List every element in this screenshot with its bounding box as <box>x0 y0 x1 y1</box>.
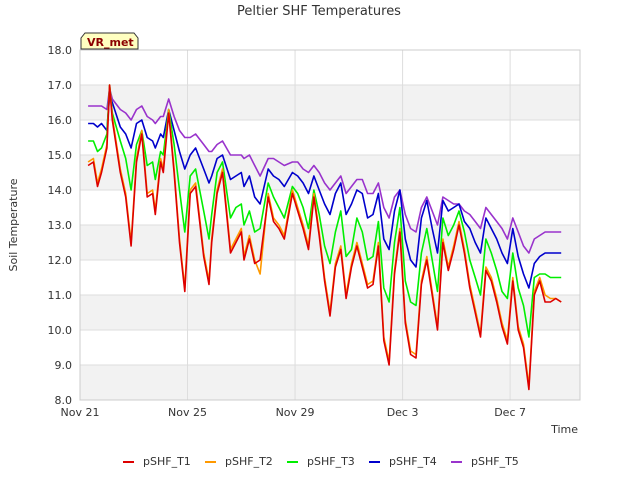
y-axis-ticks: 8.0 9.0 10.0 11.0 12.0 13.0 14.0 15.0 16.0 17.0 18… <box>48 44 73 407</box>
y-tick-label: 11.0 <box>48 289 73 302</box>
y-tick-label: 16.0 <box>48 114 73 127</box>
y-tick-label: 13.0 <box>48 219 73 232</box>
y-tick-label: 9.0 <box>55 359 73 372</box>
x-tick-label: Dec 3 <box>387 406 419 419</box>
y-tick-label: 8.0 <box>55 394 73 407</box>
legend: pSHF_T1 pSHF_T2 pSHF_T3 pSHF_T4 pSHF_T5 <box>123 455 519 468</box>
series-line-pSHF_T3 <box>88 84 562 338</box>
badge-label: VR_met <box>87 36 134 49</box>
legend-label-pSHF_T4: pSHF_T4 <box>389 455 437 468</box>
badge-shape <box>80 32 139 50</box>
series-lines <box>87 84 562 391</box>
x-tick-label: Nov 25 <box>168 406 207 419</box>
x-tick-label: Nov 21 <box>61 406 100 419</box>
series-line-pSHF_T4 <box>88 94 562 289</box>
y-tick-label: 18.0 <box>48 44 73 57</box>
vr-met-badge: VR_met <box>80 32 139 50</box>
plot-band <box>80 85 580 120</box>
legend-label-pSHF_T5: pSHF_T5 <box>471 455 519 468</box>
plot-band <box>80 225 580 260</box>
series-line-pSHF_T1 <box>87 84 562 391</box>
x-axis-ticks: Nov 21 Nov 25 Nov 29 Dec 3 Dec 7 <box>61 406 526 419</box>
y-tick-label: 12.0 <box>48 254 73 267</box>
y-tick-label: 10.0 <box>48 324 73 337</box>
plot-band <box>80 365 580 400</box>
y-tick-label: 15.0 <box>48 149 73 162</box>
x-tick-label: Dec 7 <box>494 406 526 419</box>
y-axis-label: Soil Temperature <box>7 178 20 271</box>
legend-label-pSHF_T1: pSHF_T1 <box>143 455 191 468</box>
series-line-pSHF_T5 <box>88 87 562 254</box>
legend-label-pSHF_T2: pSHF_T2 <box>225 455 273 468</box>
x-tick-label: Nov 29 <box>276 406 315 419</box>
x-axis-label: Time <box>550 423 578 436</box>
y-tick-label: 14.0 <box>48 184 73 197</box>
legend-label-pSHF_T3: pSHF_T3 <box>307 455 355 468</box>
plot-border <box>79 49 581 401</box>
chart-title: Peltier SHF Temperatures <box>237 4 401 19</box>
y-tick-label: 17.0 <box>48 79 73 92</box>
